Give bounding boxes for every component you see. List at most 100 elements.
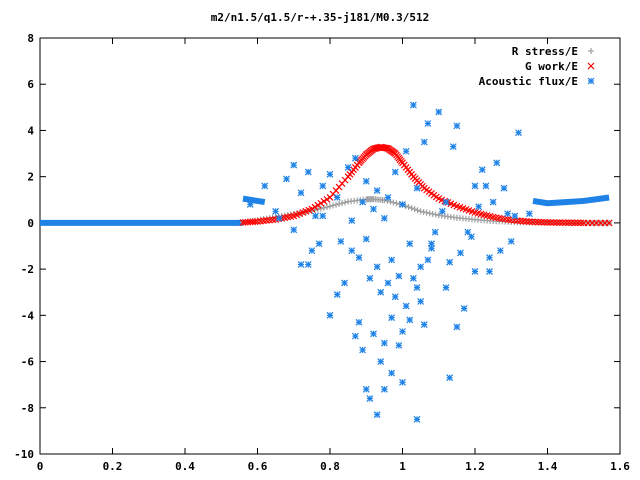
data-point	[500, 184, 508, 192]
data-point	[373, 263, 381, 271]
data-point	[388, 369, 396, 377]
y-tick-label: -4	[21, 309, 35, 322]
data-point	[442, 284, 450, 292]
data-point	[381, 197, 388, 204]
x-tick-label: 0	[37, 460, 44, 473]
data-point	[304, 168, 312, 176]
data-point	[317, 199, 325, 207]
data-point	[515, 129, 522, 137]
x-tick-label: 0.2	[103, 460, 123, 473]
data-point	[399, 200, 406, 208]
data-point	[605, 219, 613, 227]
data-point	[408, 205, 415, 212]
data-point	[297, 261, 305, 268]
data-point	[283, 175, 290, 183]
plot-frame	[39, 37, 621, 455]
data-point	[370, 205, 377, 213]
data-point	[326, 170, 334, 178]
data-point	[395, 341, 403, 349]
legend-label: R stress/E	[512, 45, 578, 58]
x-tick-label: 1.2	[465, 460, 485, 473]
data-point	[535, 218, 542, 226]
data-point	[550, 219, 557, 226]
data-point	[467, 233, 475, 241]
data-point	[362, 385, 370, 393]
data-point	[417, 208, 424, 215]
data-point	[362, 177, 370, 185]
data-point	[511, 212, 519, 220]
data-point	[565, 219, 573, 227]
x-axis: 0 0.2 0.4 0.6 0.8 1 1.2 1.4 1.6	[37, 38, 630, 473]
data-point	[380, 385, 388, 393]
data-point	[326, 311, 334, 319]
data-point	[553, 219, 560, 226]
data-point	[348, 217, 356, 225]
data-point	[460, 304, 468, 312]
y-tick-label: -6	[21, 356, 35, 369]
data-point	[406, 316, 414, 324]
data-point	[471, 267, 479, 275]
data-point	[424, 256, 432, 264]
data-point	[428, 240, 435, 248]
data-point	[406, 240, 414, 248]
data-point	[482, 182, 490, 190]
data-point	[348, 247, 356, 255]
data-point	[342, 199, 349, 206]
data-point	[399, 328, 406, 335]
acoustic-flux-right-cluster	[532, 194, 610, 207]
data-point	[359, 346, 367, 354]
x-tick-label: 1.4	[538, 460, 558, 473]
data-point	[308, 247, 316, 255]
data-point	[366, 274, 374, 282]
y-tick-label: 8	[27, 32, 34, 45]
data-point	[330, 202, 337, 209]
data-point	[525, 210, 533, 218]
data-point	[504, 210, 512, 218]
data-point	[423, 209, 430, 216]
data-point	[315, 240, 323, 248]
data-point	[319, 212, 327, 220]
data-point	[453, 323, 461, 331]
data-point	[275, 214, 283, 222]
data-point	[344, 163, 352, 171]
data-point	[333, 201, 340, 208]
data-point	[290, 161, 298, 169]
data-point	[355, 254, 363, 261]
data-point	[571, 219, 579, 227]
data-point	[431, 228, 439, 236]
data-point	[317, 205, 324, 212]
data-point	[362, 235, 370, 243]
data-point	[496, 247, 504, 255]
data-point	[486, 267, 493, 275]
y-axis: -10 -8 -6 -4 -2 0 2 4 6 8	[14, 32, 620, 461]
data-point	[311, 203, 319, 211]
data-point	[531, 218, 539, 226]
data-point	[507, 237, 515, 245]
data-point	[420, 138, 428, 146]
data-point	[562, 219, 570, 227]
data-point	[541, 218, 548, 226]
data-point	[323, 204, 330, 211]
data-point	[304, 261, 312, 268]
data-point	[384, 279, 392, 287]
x-tick-label: 0.4	[175, 460, 195, 473]
acoustic-flux-baseline	[40, 194, 610, 226]
data-point	[417, 263, 425, 271]
data-point	[453, 122, 461, 130]
data-point	[429, 210, 436, 217]
chart-title: m2/n1.5/q1.5/r-+.35-j181/M0.3/512	[211, 11, 430, 24]
data-point	[388, 314, 396, 322]
data-point	[355, 318, 363, 326]
legend-label: Acoustic flux/E	[479, 75, 578, 88]
data-point	[336, 200, 343, 207]
data-point	[402, 302, 410, 310]
y-tick-label: -2	[21, 263, 34, 276]
data-point	[413, 184, 421, 192]
data-point	[556, 219, 564, 227]
data-point	[261, 182, 269, 190]
data-point	[486, 254, 493, 261]
y-tick-label: 6	[27, 78, 34, 91]
data-point	[446, 258, 454, 266]
data-point	[568, 219, 576, 227]
